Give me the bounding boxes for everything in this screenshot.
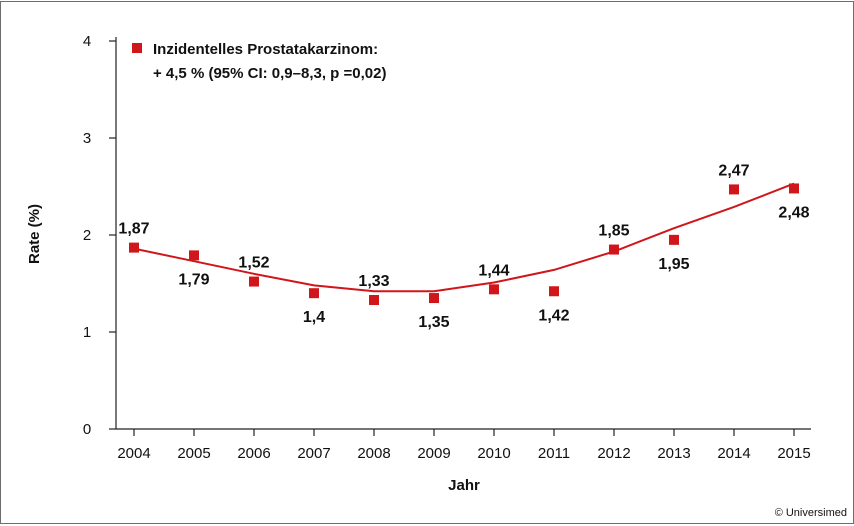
x-tick-label: 2006 bbox=[237, 445, 270, 462]
data-point-marker bbox=[429, 293, 439, 304]
x-tick-label: 2013 bbox=[657, 445, 690, 462]
data-point-marker bbox=[729, 184, 739, 195]
data-point-marker bbox=[669, 234, 679, 245]
data-label: 1,52 bbox=[238, 255, 269, 272]
data-label: 1,4 bbox=[303, 309, 325, 326]
y-tick-label: 2 bbox=[83, 227, 91, 244]
data-label: 1,79 bbox=[178, 271, 209, 288]
data-label: 1,87 bbox=[118, 221, 149, 238]
data-point-marker bbox=[369, 294, 379, 305]
x-tick-label: 2014 bbox=[717, 445, 750, 462]
data-label: 1,33 bbox=[358, 273, 389, 290]
data-label: 2,48 bbox=[778, 204, 809, 221]
data-point-marker bbox=[309, 288, 319, 299]
x-tick-label: 2008 bbox=[357, 445, 390, 462]
data-point-marker bbox=[549, 286, 559, 297]
data-point-marker bbox=[489, 284, 499, 295]
x-tick-label: 2011 bbox=[538, 445, 570, 462]
data-label: 2,47 bbox=[718, 162, 749, 179]
copyright-notice: © Universimed bbox=[775, 507, 847, 519]
x-tick-label: 2005 bbox=[177, 445, 210, 462]
y-tick-label: 1 bbox=[83, 324, 91, 341]
data-labels-group: 1,87 1,79 1,52 1,4 1,33 1,35 1,44 1,42 1,85 1,95 2… bbox=[118, 162, 809, 331]
data-label: 1,95 bbox=[658, 256, 689, 273]
data-label: 1,85 bbox=[598, 223, 629, 240]
legend-series-name: Inzidentelles Prostatakarzinom: bbox=[153, 41, 378, 58]
data-label: 1,44 bbox=[478, 262, 509, 279]
x-tick-label: 2009 bbox=[417, 445, 450, 462]
x-tick-label: 2010 bbox=[477, 445, 510, 462]
y-tick-label: 0 bbox=[83, 421, 91, 438]
data-point-marker bbox=[609, 244, 619, 255]
y-axis-title: Rate (%) bbox=[26, 204, 43, 264]
data-point-marker bbox=[129, 242, 139, 253]
axes: 0 1 2 3 4 2004 2005 2006 2007 2008 2009 2010 2011 201… bbox=[83, 33, 811, 462]
legend: Inzidentelles Prostatakarzinom: + 4,5 % … bbox=[132, 41, 386, 82]
data-label: 1,35 bbox=[418, 314, 449, 331]
trend-line bbox=[133, 182, 795, 293]
legend-trend-text: + 4,5 % (95% CI: 0,9–8,3, p =0,02) bbox=[153, 65, 386, 82]
data-point-marker bbox=[249, 276, 259, 287]
legend-marker bbox=[132, 43, 142, 53]
x-tick-label: 2007 bbox=[297, 445, 330, 462]
x-tick-label: 2004 bbox=[117, 445, 150, 462]
data-point-marker bbox=[189, 250, 199, 261]
trend-line-group bbox=[133, 182, 795, 293]
x-axis-title: Jahr bbox=[448, 477, 480, 494]
x-tick-label: 2012 bbox=[597, 445, 630, 462]
y-tick-label: 3 bbox=[83, 130, 91, 147]
markers-group bbox=[129, 183, 799, 305]
data-label: 1,42 bbox=[538, 307, 569, 324]
data-point-marker bbox=[789, 183, 799, 194]
y-tick-label: 4 bbox=[83, 33, 91, 50]
x-tick-label: 2015 bbox=[777, 445, 810, 462]
